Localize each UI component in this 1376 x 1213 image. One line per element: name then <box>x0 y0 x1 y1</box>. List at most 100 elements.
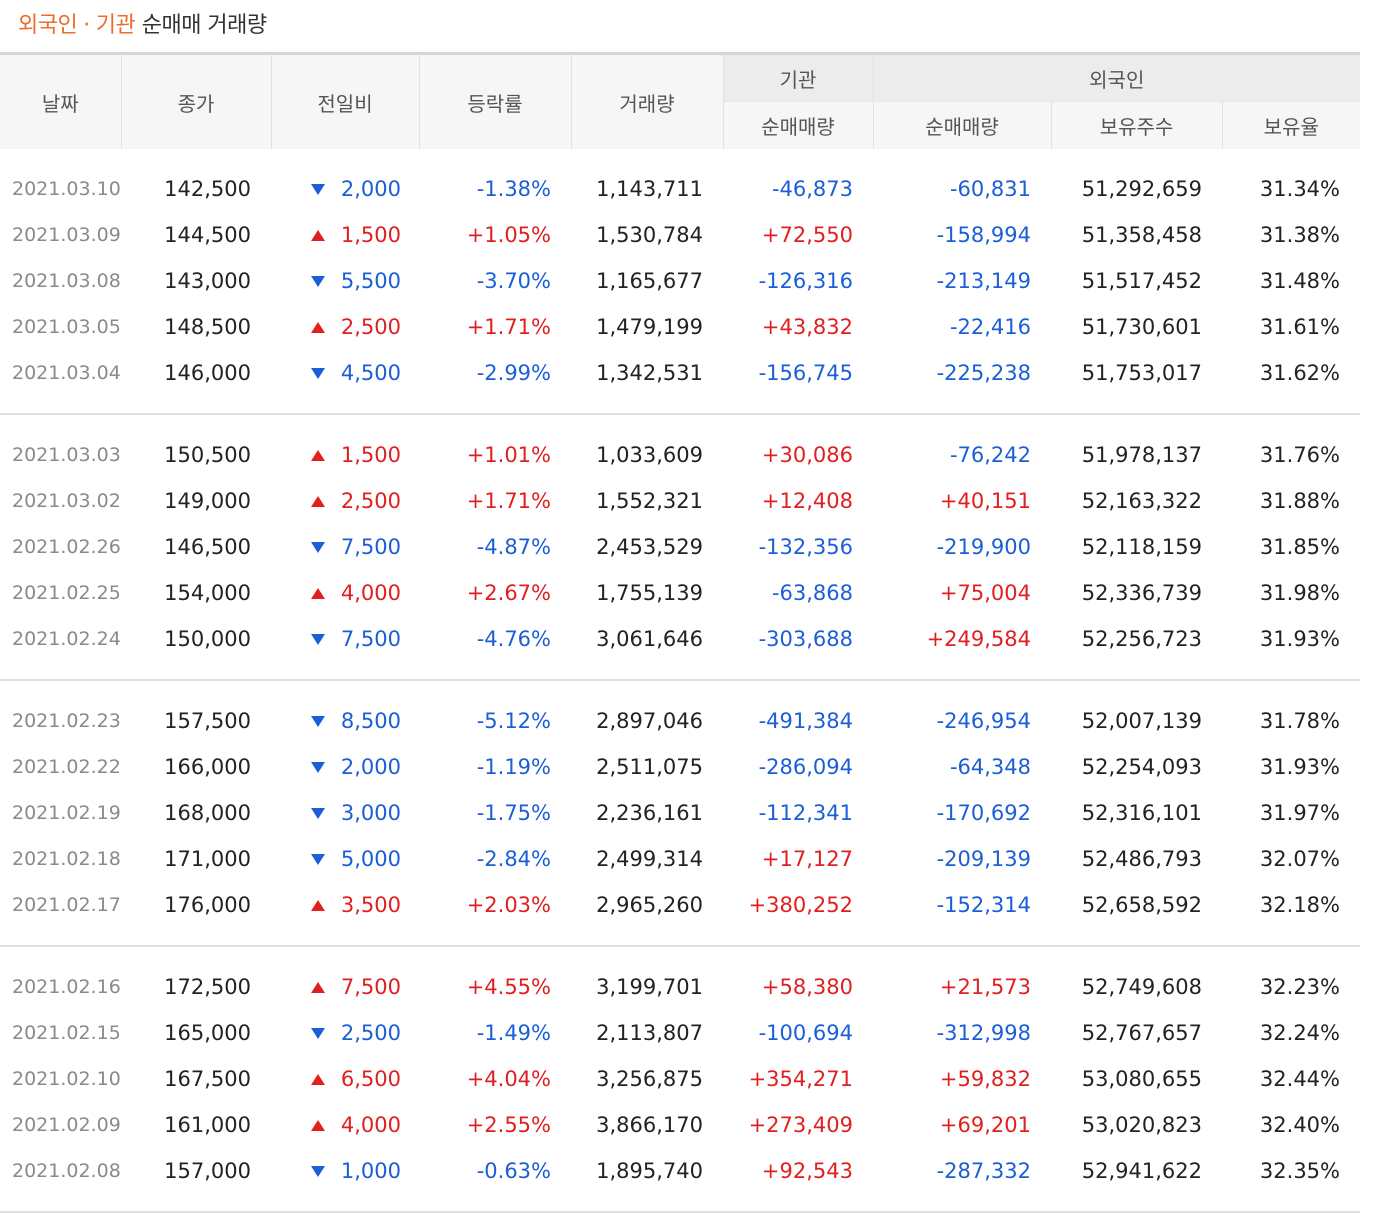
cell-foreign-net: -246,954 <box>936 709 1031 733</box>
cell-holdings: 53,080,655 <box>1081 1067 1202 1091</box>
group-spacer <box>0 1194 1360 1211</box>
change-value: 2,500 <box>340 315 401 339</box>
cell-foreign-net: +21,573 <box>939 975 1031 999</box>
table-row: 2021.02.10 167,500 6,500 +4.04% 3,256,875 +35… <box>0 1056 1360 1102</box>
cell-foreign-net: +40,151 <box>939 489 1031 513</box>
trading-table: 날짜 종가 전일비 등락률 거래량 기관 외국인 순매매량 순매매량 보유주수 … <box>0 52 1360 1213</box>
change-value: 6,500 <box>340 1067 401 1091</box>
cell-volume: 1,479,199 <box>596 315 703 339</box>
triangle-up-icon <box>310 450 325 461</box>
cell-volume: 1,552,321 <box>596 489 703 513</box>
change-value: 2,500 <box>340 1021 401 1045</box>
header-volume: 거래량 <box>570 53 723 149</box>
cell-volume: 2,499,314 <box>596 847 703 871</box>
cell-date: 2021.03.03 <box>12 444 121 466</box>
cell-holdings: 52,007,139 <box>1081 709 1202 733</box>
cell-rate: +2.03% <box>466 893 551 917</box>
table-row: 2021.02.15 165,000 2,500 -1.49% 2,113,807 -10… <box>0 1010 1360 1056</box>
triangle-down-icon <box>310 716 325 727</box>
cell-foreign-net: -158,994 <box>936 223 1031 247</box>
cell-volume: 1,033,609 <box>596 443 703 467</box>
table-row: 2021.02.25 154,000 4,000 +2.67% 1,755,139 -63… <box>0 570 1360 616</box>
spacer-cell <box>0 662 1360 679</box>
cell-change: 3,000 <box>271 790 419 836</box>
table-row: 2021.02.23 157,500 8,500 -5.12% 2,897,046 -49… <box>0 698 1360 744</box>
cell-institution-net: -63,868 <box>771 581 853 605</box>
cell-rate: -1.49% <box>476 1021 551 1045</box>
cell-ratio: 31.62% <box>1259 361 1340 385</box>
cell-rate: +2.55% <box>466 1113 551 1137</box>
cell-institution-net: +354,271 <box>748 1067 853 1091</box>
cell-holdings: 52,767,657 <box>1081 1021 1202 1045</box>
cell-foreign-net: +75,004 <box>939 581 1031 605</box>
cell-rate: +4.55% <box>466 975 551 999</box>
triangle-up-icon <box>310 496 325 507</box>
triangle-down-icon <box>310 368 325 379</box>
cell-ratio: 31.93% <box>1259 755 1340 779</box>
title-institution: 기관 <box>95 13 136 38</box>
change-value: 3,000 <box>340 801 401 825</box>
cell-rate: +1.71% <box>466 315 551 339</box>
triangle-down-icon <box>310 276 325 287</box>
group-spacer <box>0 946 1360 964</box>
triangle-down-icon <box>310 762 325 773</box>
change-value: 1,500 <box>340 223 401 247</box>
cell-rate: +1.05% <box>466 223 551 247</box>
change-value: 4,500 <box>340 361 401 385</box>
cell-foreign-net: -213,149 <box>936 269 1031 293</box>
triangle-down-icon <box>310 634 325 645</box>
triangle-down-icon <box>310 854 325 865</box>
cell-institution-net: -286,094 <box>758 755 853 779</box>
cell-ratio: 31.78% <box>1259 709 1340 733</box>
table-row: 2021.02.24 150,000 7,500 -4.76% 3,061,646 -30… <box>0 616 1360 662</box>
table-row: 2021.02.26 146,500 7,500 -4.87% 2,453,529 -13… <box>0 524 1360 570</box>
cell-institution-net: -303,688 <box>758 627 853 651</box>
cell-close: 161,000 <box>164 1113 251 1137</box>
cell-ratio: 32.07% <box>1259 847 1340 871</box>
change-value: 2,000 <box>340 755 401 779</box>
table-row: 2021.02.16 172,500 7,500 +4.55% 3,199,701 +58… <box>0 964 1360 1010</box>
table-row: 2021.03.10 142,500 2,000 -1.38% 1,143,711 -46… <box>0 166 1360 212</box>
cell-rate: -4.87% <box>476 535 551 559</box>
cell-close: 154,000 <box>164 581 251 605</box>
cell-change: 4,000 <box>271 570 419 616</box>
cell-institution-net: -132,356 <box>758 535 853 559</box>
change-value: 2,500 <box>340 489 401 513</box>
cell-institution-net: -112,341 <box>758 801 853 825</box>
cell-change: 3,500 <box>271 882 419 928</box>
cell-date: 2021.03.05 <box>12 316 121 338</box>
cell-foreign-net: -312,998 <box>936 1021 1031 1045</box>
cell-change: 1,500 <box>271 432 419 478</box>
cell-close: 148,500 <box>164 315 251 339</box>
cell-close: 150,500 <box>164 443 251 467</box>
cell-volume: 1,755,139 <box>596 581 703 605</box>
cell-volume: 1,143,711 <box>596 177 703 201</box>
cell-date: 2021.02.16 <box>12 976 121 998</box>
cell-volume: 2,965,260 <box>596 893 703 917</box>
cell-change: 1,000 <box>271 1148 419 1194</box>
cell-foreign-net: -64,348 <box>949 755 1031 779</box>
cell-ratio: 32.18% <box>1259 893 1340 917</box>
header-holdings: 보유주수 <box>1050 101 1222 149</box>
change-value: 3,500 <box>340 893 401 917</box>
cell-foreign-net: -170,692 <box>936 801 1031 825</box>
cell-date: 2021.02.24 <box>12 628 121 650</box>
table-row: 2021.03.08 143,000 5,500 -3.70% 1,165,677 -12… <box>0 258 1360 304</box>
table-row: 2021.02.08 157,000 1,000 -0.63% 1,895,740 +92… <box>0 1148 1360 1194</box>
cell-foreign-net: -76,242 <box>949 443 1031 467</box>
cell-close: 165,000 <box>164 1021 251 1045</box>
cell-volume: 3,866,170 <box>596 1113 703 1137</box>
cell-change: 7,500 <box>271 964 419 1010</box>
triangle-up-icon <box>310 1074 325 1085</box>
spacer-cell <box>0 414 1360 432</box>
cell-ratio: 31.38% <box>1259 223 1340 247</box>
header-date: 날짜 <box>0 53 121 149</box>
cell-institution-net: +380,252 <box>748 893 853 917</box>
cell-rate: +1.71% <box>466 489 551 513</box>
cell-volume: 2,236,161 <box>596 801 703 825</box>
cell-change: 2,500 <box>271 304 419 350</box>
cell-change: 8,500 <box>271 698 419 744</box>
title-rest: 순매매 거래량 <box>141 13 267 38</box>
cell-close: 146,500 <box>164 535 251 559</box>
cell-institution-net: -46,873 <box>771 177 853 201</box>
